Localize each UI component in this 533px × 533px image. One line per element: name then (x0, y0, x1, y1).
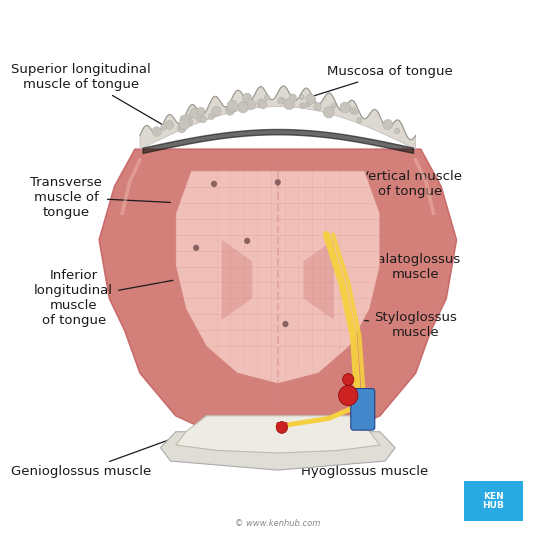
Circle shape (300, 103, 304, 108)
Circle shape (324, 107, 334, 118)
Polygon shape (99, 149, 456, 437)
Polygon shape (303, 240, 334, 320)
Text: Transverse
muscle of
tongue: Transverse muscle of tongue (30, 176, 171, 219)
Circle shape (165, 120, 174, 129)
Circle shape (274, 179, 281, 185)
Circle shape (257, 99, 265, 108)
Text: Palatoglossus
muscle: Palatoglossus muscle (340, 253, 461, 280)
Circle shape (276, 422, 287, 433)
FancyBboxPatch shape (351, 389, 375, 430)
Circle shape (302, 103, 306, 108)
Circle shape (227, 103, 236, 112)
Circle shape (179, 122, 186, 130)
Polygon shape (176, 416, 380, 453)
Circle shape (264, 94, 270, 100)
Circle shape (281, 99, 286, 103)
Circle shape (177, 124, 186, 133)
Circle shape (246, 100, 255, 110)
Polygon shape (176, 171, 380, 384)
Text: Superior longitudinal
muscle of tongue: Superior longitudinal muscle of tongue (11, 63, 166, 126)
Text: Inferior
longitudinal
muscle
of tongue: Inferior longitudinal muscle of tongue (34, 270, 173, 327)
Text: Styloglossus
muscle: Styloglossus muscle (360, 311, 457, 339)
Circle shape (239, 102, 247, 110)
Circle shape (197, 107, 205, 116)
Circle shape (212, 106, 221, 116)
Circle shape (227, 100, 238, 111)
Circle shape (260, 101, 267, 109)
Circle shape (193, 245, 199, 251)
Circle shape (340, 102, 351, 113)
Circle shape (244, 238, 251, 244)
Polygon shape (222, 240, 252, 320)
Circle shape (211, 181, 217, 187)
Circle shape (305, 94, 316, 104)
Text: Muscosa of tongue: Muscosa of tongue (290, 66, 453, 103)
Circle shape (208, 113, 214, 119)
Circle shape (279, 97, 284, 102)
Circle shape (238, 102, 248, 113)
Text: Vertical muscle
of tongue: Vertical muscle of tongue (311, 170, 462, 198)
Circle shape (190, 108, 200, 118)
Circle shape (152, 127, 161, 136)
Circle shape (394, 128, 400, 134)
Circle shape (289, 94, 297, 102)
Text: Genioglossus muscle: Genioglossus muscle (11, 430, 196, 478)
Circle shape (284, 98, 295, 110)
Text: Hyoglossus muscle: Hyoglossus muscle (301, 418, 428, 478)
Circle shape (282, 321, 288, 327)
Text: KEN
HUB: KEN HUB (482, 491, 504, 511)
Circle shape (225, 106, 235, 115)
Circle shape (188, 114, 192, 119)
Circle shape (343, 374, 354, 385)
Circle shape (179, 118, 190, 130)
Polygon shape (140, 86, 416, 149)
Circle shape (338, 385, 358, 406)
Text: © www.kenhub.com: © www.kenhub.com (235, 519, 320, 528)
Circle shape (300, 95, 304, 100)
Circle shape (161, 124, 167, 130)
Circle shape (357, 118, 362, 123)
Circle shape (180, 115, 189, 125)
Circle shape (350, 108, 356, 114)
Circle shape (186, 119, 193, 126)
Circle shape (243, 93, 252, 103)
Circle shape (196, 114, 204, 122)
Circle shape (332, 103, 336, 108)
Circle shape (383, 119, 393, 130)
Polygon shape (160, 432, 395, 470)
Circle shape (308, 95, 315, 103)
FancyBboxPatch shape (464, 481, 523, 521)
Circle shape (278, 98, 283, 104)
Circle shape (306, 102, 310, 107)
Circle shape (200, 116, 206, 123)
Circle shape (354, 110, 358, 114)
Circle shape (314, 102, 321, 111)
